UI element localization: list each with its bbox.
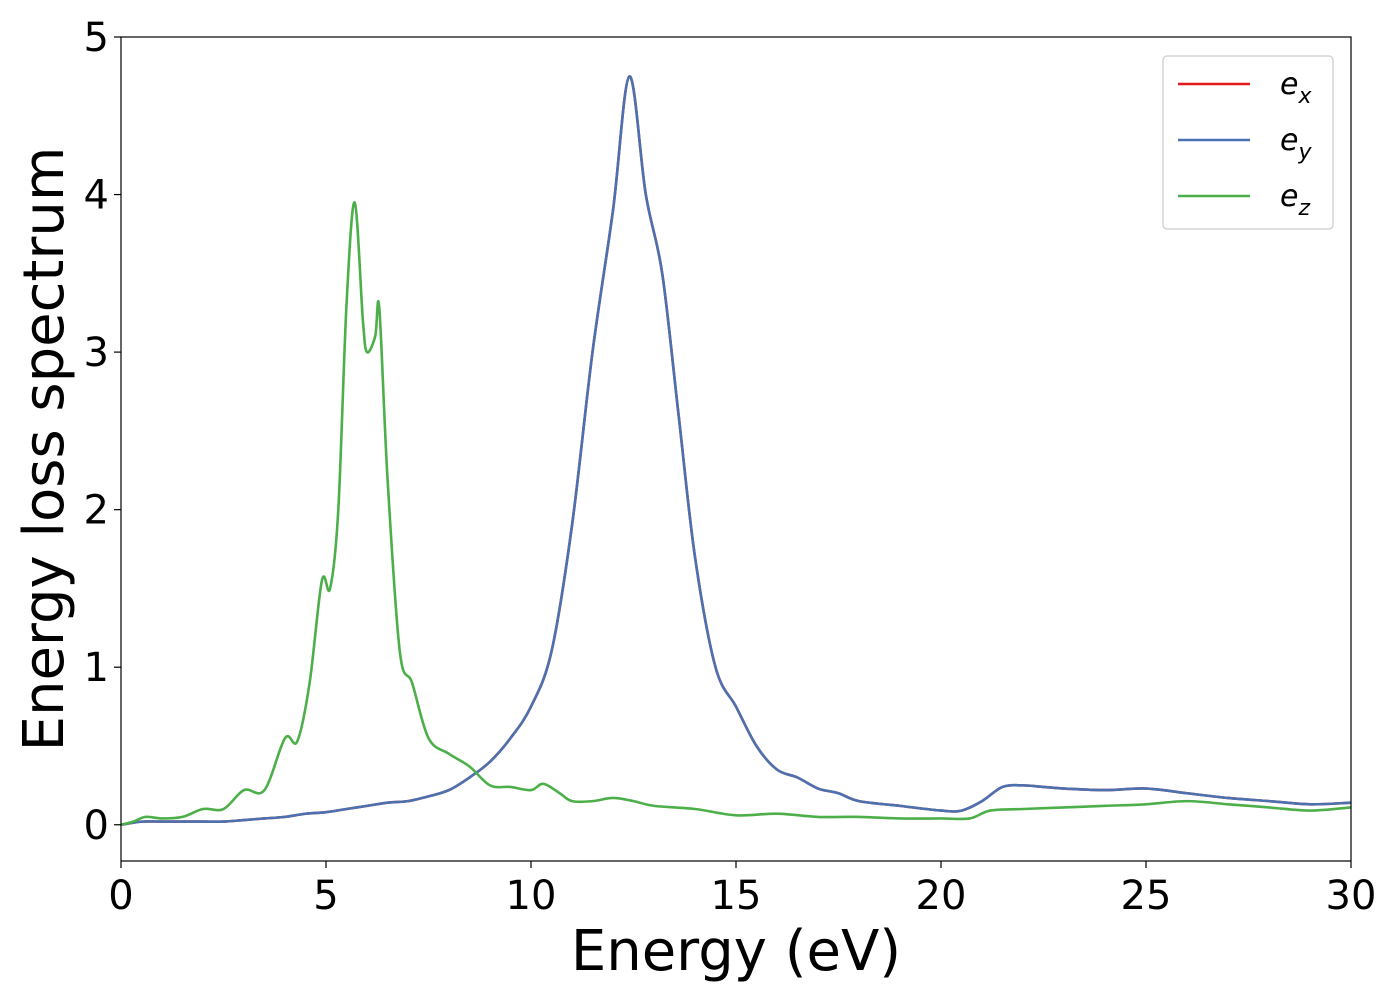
x-tick-label: 0 bbox=[108, 873, 133, 919]
legend-label-y: ey bbox=[1280, 123, 1312, 165]
series-layer bbox=[120, 75, 1352, 827]
y-tick-label: 0 bbox=[84, 803, 109, 849]
legend-label-main: e bbox=[1280, 179, 1298, 214]
legend-label-subscript: y bbox=[1297, 140, 1312, 165]
y-tick-label: 5 bbox=[84, 15, 109, 61]
x-tick-label: 15 bbox=[711, 873, 762, 919]
y-tick-label: 4 bbox=[84, 173, 109, 219]
legend-label-subscript: x bbox=[1297, 84, 1312, 109]
x-tick-label: 5 bbox=[313, 873, 338, 919]
y-tick-label: 2 bbox=[84, 488, 109, 534]
series-line-y bbox=[120, 75, 1352, 827]
legend-label-main: e bbox=[1280, 123, 1298, 158]
x-tick-label: 10 bbox=[506, 873, 557, 919]
legend-label-x: ex bbox=[1280, 67, 1312, 109]
series-line-z bbox=[120, 201, 1352, 827]
x-tick-label: 20 bbox=[916, 873, 967, 919]
legend-label-z: ez bbox=[1280, 179, 1310, 221]
x-axis-label: Energy (eV) bbox=[571, 919, 901, 984]
y-axis-label: Energy loss spectrum bbox=[12, 147, 77, 752]
legend-label-main: e bbox=[1280, 67, 1298, 102]
x-axis-ticks: 0 5 10 15 20 25 30 bbox=[108, 861, 1376, 919]
y-axis-ticks: 0 1 2 3 4 5 bbox=[84, 15, 121, 849]
y-tick-label: 3 bbox=[84, 330, 109, 376]
y-tick-label: 1 bbox=[84, 645, 109, 691]
x-tick-label: 25 bbox=[1121, 873, 1172, 919]
legend-box bbox=[1162, 55, 1334, 230]
x-tick-label: 30 bbox=[1326, 873, 1377, 919]
legend-label-subscript: z bbox=[1297, 196, 1310, 221]
